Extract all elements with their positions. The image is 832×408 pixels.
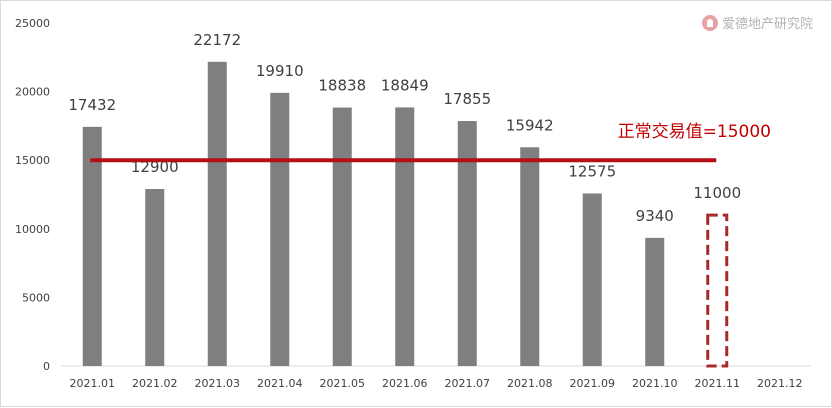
data-label: 17855 xyxy=(443,90,491,108)
x-tick-label: 2021.02 xyxy=(132,377,178,390)
y-tick-label: 10000 xyxy=(15,223,50,236)
estimated-bar xyxy=(706,213,729,368)
bar xyxy=(207,61,227,366)
reference-line-label: 正常交易值=15000 xyxy=(618,122,771,142)
y-tick-label: 0 xyxy=(43,360,50,373)
x-tick-label: 2021.03 xyxy=(195,377,241,390)
bar xyxy=(645,237,665,366)
data-label: 12900 xyxy=(131,158,179,176)
x-tick-label: 2021.06 xyxy=(382,377,428,390)
x-tick-label: 2021.05 xyxy=(320,377,366,390)
data-label: 15942 xyxy=(506,116,554,134)
data-label: 11000 xyxy=(693,184,741,202)
bar xyxy=(457,121,477,366)
bar xyxy=(395,107,415,366)
bar xyxy=(145,189,165,366)
x-tick-label: 2021.11 xyxy=(695,377,741,390)
y-tick-label: 15000 xyxy=(15,154,50,167)
data-label: 12575 xyxy=(568,162,616,180)
x-tick-label: 2021.12 xyxy=(757,377,803,390)
bar xyxy=(270,92,290,366)
data-label: 19910 xyxy=(256,62,304,80)
bar xyxy=(582,193,602,366)
x-tick-label: 2021.08 xyxy=(507,377,553,390)
x-tick-label: 2021.10 xyxy=(632,377,678,390)
watermark: 爱德地产研究院 xyxy=(701,13,813,32)
x-tick-label: 2021.09 xyxy=(570,377,616,390)
y-tick-label: 20000 xyxy=(15,86,50,99)
x-tick-label: 2021.07 xyxy=(445,377,491,390)
x-tick-label: 2021.04 xyxy=(257,377,303,390)
person-circle-icon xyxy=(701,14,718,31)
data-label: 18838 xyxy=(318,77,366,95)
bar xyxy=(82,126,102,366)
data-label: 17432 xyxy=(68,96,116,114)
y-tick-label: 5000 xyxy=(22,291,50,304)
data-label: 22172 xyxy=(193,31,241,49)
x-tick-label: 2021.01 xyxy=(70,377,116,390)
bar xyxy=(332,107,352,367)
data-label: 18849 xyxy=(381,76,429,94)
data-label: 9340 xyxy=(636,207,674,225)
bar xyxy=(520,147,540,366)
y-tick-label: 25000 xyxy=(15,17,50,30)
watermark-text: 爱德地产研究院 xyxy=(721,17,813,32)
